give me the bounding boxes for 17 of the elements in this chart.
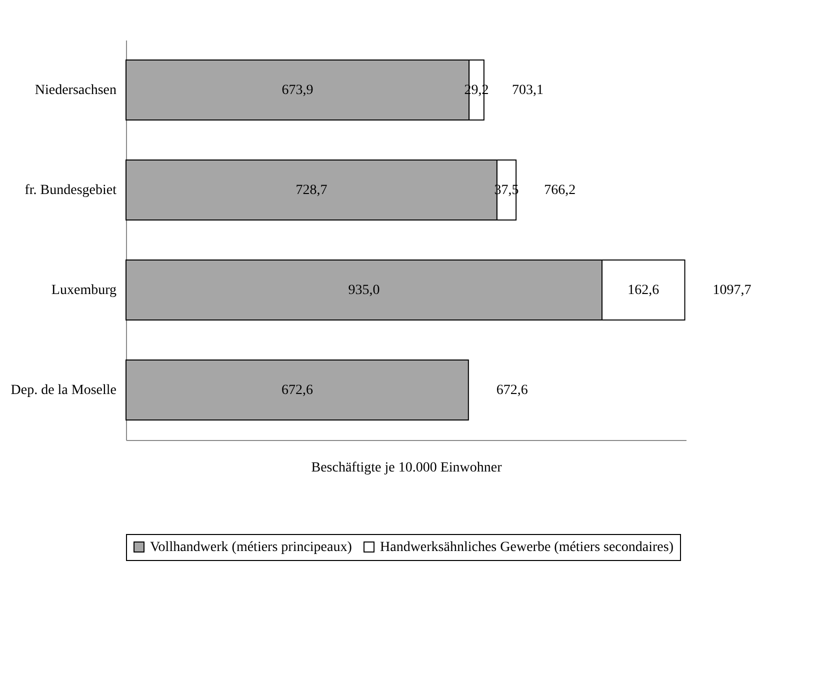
y-tick-label: Luxemburg [51, 283, 116, 298]
data-label: 935,0 [348, 283, 380, 298]
data-label: 728,7 [296, 183, 328, 198]
total-label: 766,2 [544, 183, 576, 198]
x-axis-title: Beschäftigte je 10.000 Einwohner [311, 460, 502, 476]
y-tick-label: Dep. de la Moselle [10, 383, 116, 398]
total-label: 703,1 [512, 83, 544, 98]
total-label: 1097,7 [712, 283, 752, 298]
data-label: 672,6 [281, 383, 313, 398]
legend-label: Handwerksähnliches Gewerbe (métiers secondaires) [380, 540, 674, 555]
legend-label: Vollhandwerk (métiers principeaux) [150, 540, 352, 555]
y-tick-label: fr. Bundesgebiet [24, 183, 117, 198]
total-label: 672,6 [496, 383, 528, 398]
data-label: 162,6 [628, 283, 660, 298]
bar [126, 360, 469, 420]
data-label: 673,9 [282, 83, 314, 98]
y-tick-label: Niedersachsen [34, 83, 116, 98]
